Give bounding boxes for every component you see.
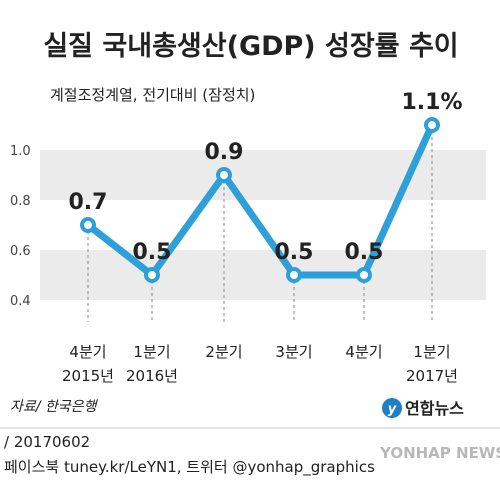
data-point	[356, 267, 372, 283]
x-tick-year: 2016년	[126, 367, 178, 385]
data-label: 0.9	[205, 140, 244, 165]
footer-social: 페이스북 tuney.kr/LeYN1, 트위터 @yonhap_graphic…	[4, 458, 375, 477]
y-axis-ticks: 1.0 0.8 0.6 0.4	[10, 144, 31, 309]
yonhap-logo: y 연합뉴스	[382, 398, 464, 418]
yonhap-logo-glyph: y	[388, 402, 397, 417]
data-label: 0.5	[133, 240, 172, 265]
data-labels: 0.7 0.5 0.9 0.5 0.5 1.1%	[69, 90, 463, 265]
data-point	[144, 267, 160, 283]
data-label: 1.1%	[401, 90, 462, 115]
y-tick-label: 0.4	[10, 294, 31, 309]
chart-subtitle: 계절조정계열, 전기대비 (잠정치)	[50, 86, 255, 104]
data-points	[80, 117, 440, 322]
data-label: 0.5	[345, 240, 384, 265]
data-label: 0.5	[275, 240, 314, 265]
grid-band	[40, 250, 486, 300]
footer-date: / 20170602	[4, 433, 90, 451]
data-point	[80, 217, 96, 233]
x-tick-label: 1분기	[133, 343, 170, 361]
x-tick-label: 4분기	[69, 343, 106, 361]
data-point	[216, 167, 232, 183]
data-point	[424, 117, 440, 133]
source-text: 자료/ 한국은행	[10, 399, 99, 415]
x-tick-label: 4분기	[345, 343, 382, 361]
yonhap-logo-icon	[382, 398, 402, 418]
data-point	[286, 267, 302, 283]
chart-title: 실질 국내총생산(GDP) 성장률 추이	[43, 31, 458, 62]
brand-name: 연합뉴스	[405, 399, 464, 418]
y-tick-label: 0.8	[10, 194, 31, 209]
y-tick-label: 0.6	[10, 244, 31, 259]
x-tick-year: 2017년	[406, 367, 458, 385]
data-label: 0.7	[69, 190, 108, 215]
footer-watermark: YONHAP NEWS	[379, 444, 500, 462]
x-tick-label: 3분기	[275, 343, 312, 361]
y-tick-label: 1.0	[10, 144, 31, 159]
series-line	[85, 123, 436, 279]
x-tick-label: 2분기	[205, 343, 242, 361]
x-axis-ticks: 4분기 2015년 1분기 2016년 2분기 3분기 4분기 1분기 2017년	[62, 343, 458, 385]
x-tick-year: 2015년	[62, 367, 114, 385]
x-tick-label: 1분기	[413, 343, 450, 361]
